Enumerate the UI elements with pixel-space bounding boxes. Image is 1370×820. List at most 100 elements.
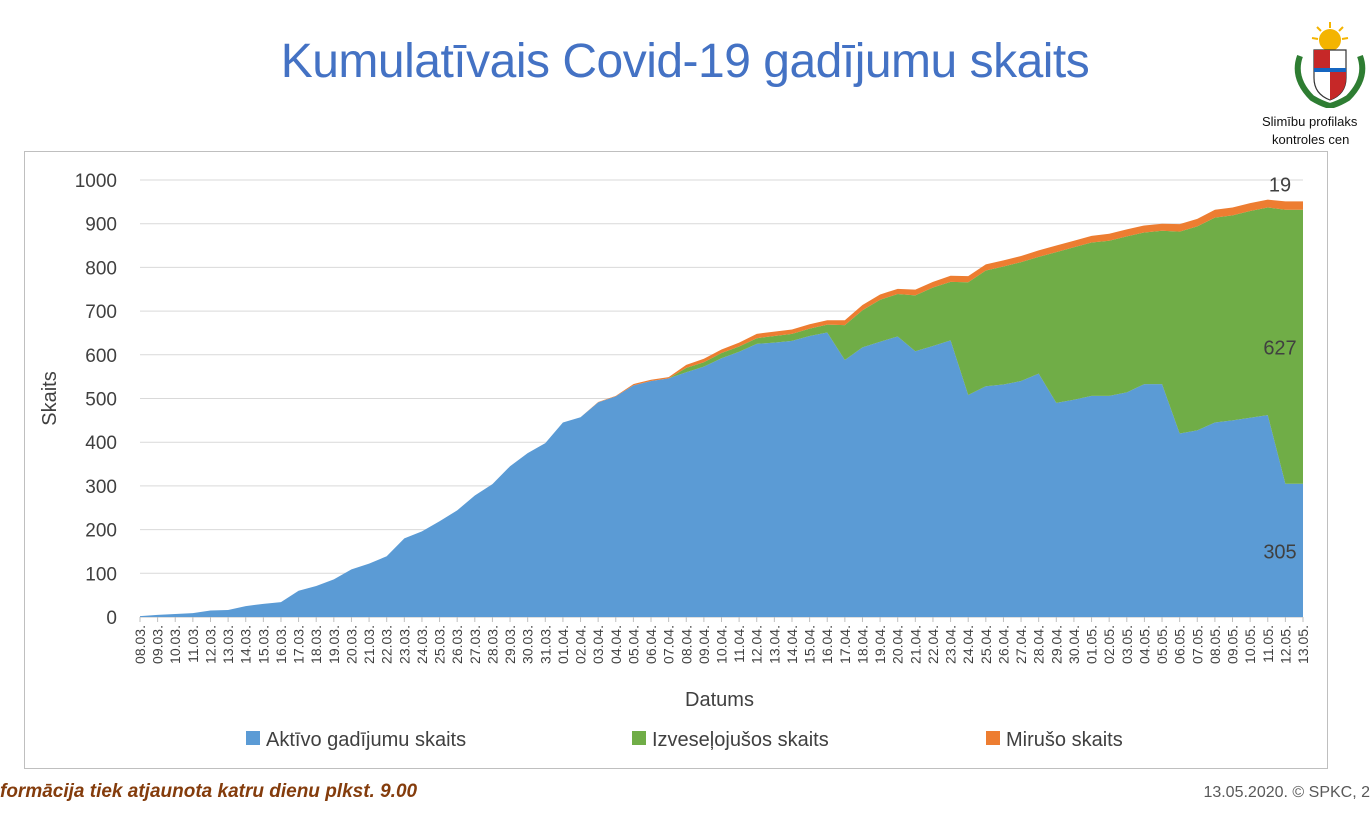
x-tick-label: 27.04. — [1013, 625, 1029, 664]
x-tick-label: 18.04. — [854, 625, 870, 664]
x-tick-label: 08.03. — [132, 625, 148, 664]
y-tick-label: 200 — [85, 521, 117, 542]
x-tick-label: 10.05. — [1242, 625, 1258, 664]
x-tick-label: 16.04. — [819, 625, 835, 664]
x-tick-label: 19.04. — [872, 625, 888, 664]
x-tick-label: 11.05. — [1260, 625, 1276, 663]
y-tick-label: 700 — [85, 302, 117, 323]
org-line-2: kontroles cen — [1272, 132, 1350, 147]
y-tick-label: 500 — [85, 390, 117, 411]
y-tick-label: 300 — [85, 477, 117, 498]
data-label: 305 — [1263, 541, 1296, 563]
legend-item: Izveseļojušos skaits — [632, 729, 829, 751]
x-tick-label: 23.04. — [943, 625, 959, 664]
legend-swatch — [986, 731, 1000, 745]
x-tick-label: 12.05. — [1277, 625, 1293, 664]
x-tick-label: 20.03. — [343, 625, 359, 664]
x-tick-label: 02.04. — [573, 625, 589, 664]
x-tick-label: 11.03. — [185, 625, 201, 663]
legend-swatch — [632, 731, 646, 745]
page-title: Kumulatīvais Covid-19 gadījumu skaits — [280, 35, 1090, 88]
x-tick-label: 21.03. — [361, 625, 377, 664]
x-tick-label: 06.05. — [1172, 625, 1188, 664]
x-tick-label: 23.03. — [396, 625, 412, 664]
x-tick-label: 26.04. — [995, 625, 1011, 664]
x-tick-label: 12.04. — [749, 625, 765, 664]
x-tick-label: 25.03. — [432, 625, 448, 664]
x-tick-label: 04.04. — [608, 625, 624, 664]
x-tick-label: 09.04. — [696, 625, 712, 664]
x-tick-label: 25.04. — [978, 625, 994, 664]
x-tick-label: 16.03. — [273, 625, 289, 664]
x-tick-label: 29.04. — [1048, 625, 1064, 664]
legend-item: Mirušo skaits — [986, 729, 1123, 751]
area-series-2 — [140, 207, 1303, 617]
x-axis-label: Datums — [685, 689, 754, 711]
data-label: 627 — [1263, 338, 1296, 360]
x-tick-label: 30.04. — [1066, 625, 1082, 664]
x-tick-label: 07.05. — [1189, 625, 1205, 664]
x-tick-label: 20.04. — [890, 625, 906, 664]
x-tick-label: 26.03. — [449, 625, 465, 664]
x-tick-label: 05.04. — [625, 625, 641, 664]
x-tick-label: 22.03. — [379, 625, 395, 664]
x-tick-label: 17.04. — [837, 625, 853, 664]
x-tick-label: 03.05. — [1119, 625, 1135, 664]
y-axis-label: Skaits — [39, 371, 61, 425]
legend-label: Mirušo skaits — [1006, 729, 1123, 751]
x-tick-label: 03.04. — [590, 625, 606, 664]
x-tick-label: 11.04. — [731, 625, 747, 663]
legend-item: Aktīvo gadījumu skaits — [246, 729, 466, 751]
x-tick-label: 18.03. — [308, 625, 324, 664]
x-tick-label: 06.04. — [643, 625, 659, 664]
x-tick-label: 10.04. — [714, 625, 730, 664]
x-tick-label: 13.03. — [220, 625, 236, 664]
x-tick-label: 15.03. — [255, 625, 271, 664]
y-tick-label: 600 — [85, 346, 117, 367]
x-tick-label: 01.04. — [555, 625, 571, 664]
legend-swatch — [246, 731, 260, 745]
x-tick-label: 09.05. — [1225, 625, 1241, 664]
x-tick-label: 04.05. — [1136, 625, 1152, 664]
x-tick-label: 08.04. — [678, 625, 694, 664]
x-tick-label: 10.03. — [167, 625, 183, 664]
y-tick-label: 0 — [106, 608, 117, 629]
y-tick-label: 800 — [85, 258, 117, 279]
organization-name: Slimību profilaks kontroles cen — [1262, 113, 1370, 149]
chart-frame — [24, 151, 1328, 769]
x-tick-label: 14.03. — [238, 625, 254, 664]
x-tick-label: 27.03. — [467, 625, 483, 664]
x-tick-label: 12.03. — [202, 625, 218, 664]
x-tick-label: 09.03. — [150, 625, 166, 664]
data-label: 19 — [1269, 174, 1291, 196]
x-tick-label: 15.04. — [802, 625, 818, 664]
coat-of-arms-logo — [1294, 22, 1366, 108]
x-tick-label: 07.04. — [661, 625, 677, 664]
x-tick-label: 28.03. — [484, 625, 500, 664]
x-tick-label: 01.05. — [1084, 625, 1100, 664]
x-tick-label: 22.04. — [925, 625, 941, 664]
area-series-1 — [140, 332, 1303, 617]
x-tick-label: 13.04. — [766, 625, 782, 664]
x-tick-label: 24.03. — [414, 625, 430, 664]
x-tick-label: 08.05. — [1207, 625, 1223, 664]
legend-label: Aktīvo gadījumu skaits — [266, 729, 466, 751]
x-tick-label: 05.05. — [1154, 625, 1170, 664]
x-tick-label: 02.05. — [1101, 625, 1117, 664]
update-notice: formācija tiek atjaunota katru dienu plk… — [0, 781, 418, 802]
x-tick-label: 30.03. — [520, 625, 536, 664]
legend-label: Izveseļojušos skaits — [652, 729, 829, 751]
y-tick-label: 100 — [85, 564, 117, 585]
x-tick-label: 13.05. — [1295, 625, 1311, 664]
y-tick-label: 1000 — [75, 171, 117, 192]
org-line-1: Slimību profilaks — [1262, 114, 1358, 129]
x-tick-label: 14.04. — [784, 625, 800, 664]
x-tick-label: 19.03. — [326, 625, 342, 664]
x-tick-label: 17.03. — [291, 625, 307, 664]
x-tick-label: 28.04. — [1031, 625, 1047, 664]
date-copyright: 13.05.2020. © SPKC, 2 — [1203, 784, 1370, 801]
x-tick-label: 24.04. — [960, 625, 976, 664]
y-tick-label: 400 — [85, 433, 117, 454]
x-tick-label: 21.04. — [907, 625, 923, 664]
